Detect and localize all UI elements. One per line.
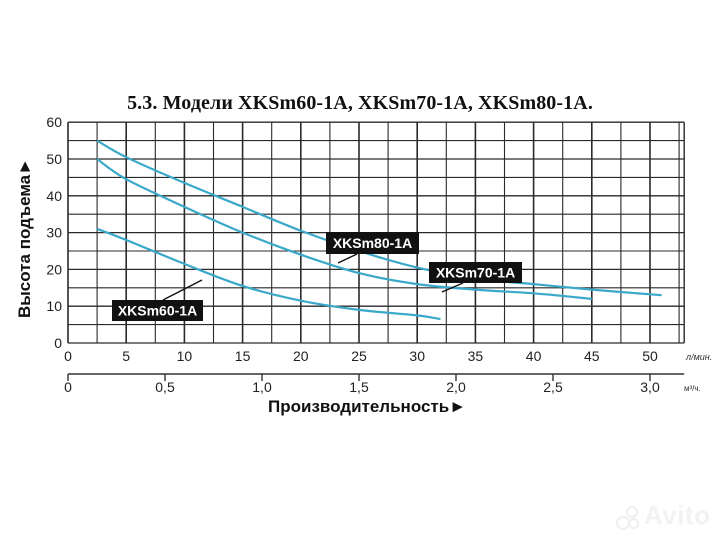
- x-tick-label: 50: [642, 348, 658, 364]
- pump-curves: [96, 139, 662, 321]
- curve-labels: XKSm80-1A XKSm70-1A XKSm60-1A: [112, 232, 522, 321]
- x-tick-label: 15: [235, 348, 251, 364]
- x-tick-label: 30: [409, 348, 425, 364]
- secondary-tick-label: 3,0: [640, 379, 660, 395]
- x-tick-label: 0: [64, 348, 72, 364]
- y-tick-label: 0: [54, 335, 62, 351]
- y-tick-label: 30: [46, 225, 62, 241]
- x-tick-labels: 0 5 10 15 20 25 30 35 40 45 50 л/мин.: [64, 348, 712, 364]
- x-unit-secondary: м³/ч.: [684, 384, 701, 393]
- y-tick-label: 40: [46, 188, 62, 204]
- x-tick-label: 35: [468, 348, 484, 364]
- callout-leader-line: [162, 279, 203, 301]
- callout-box: [112, 300, 203, 321]
- x-tick-label: 25: [351, 348, 367, 364]
- x-tick-label: 45: [584, 348, 600, 364]
- curve-xksm70-1a: [96, 158, 592, 300]
- x-tick-label: 40: [526, 348, 542, 364]
- x-tick-label: 5: [122, 348, 130, 364]
- x-unit-primary: л/мин.: [685, 352, 712, 362]
- curve-xksm60-1a: [96, 227, 441, 321]
- callout-leader-line: [337, 253, 358, 264]
- x-tick-label: 20: [293, 348, 309, 364]
- secondary-tick-label: 1,0: [252, 379, 272, 395]
- x-tick-label: 10: [177, 348, 193, 364]
- secondary-tick-label: 0,5: [155, 379, 175, 395]
- callout-box: [429, 262, 522, 283]
- avito-logo-icon: [616, 506, 640, 530]
- callout-leader-line: [441, 282, 464, 293]
- callout-label-xksm70: XKSm70-1A: [436, 265, 515, 281]
- y-tick-labels: 0 10 20 30 40 50 60: [46, 114, 62, 351]
- curve-xksm80-1a: [96, 139, 662, 297]
- secondary-tick-label: 2,0: [446, 379, 466, 395]
- x-axis-label: Производительность►: [268, 397, 467, 416]
- y-tick-label: 50: [46, 151, 62, 167]
- secondary-tick-label: 1,5: [349, 379, 369, 395]
- y-tick-label: 10: [46, 298, 62, 314]
- callout-label-xksm80: XKSm80-1A: [333, 235, 412, 251]
- callout-label-xksm60: XKSm60-1A: [118, 303, 197, 319]
- avito-watermark: Avito: [644, 500, 711, 530]
- y-tick-label: 60: [46, 114, 62, 130]
- chart-title: 5.3. Модели XKSm60-1A, XKSm70-1A, XKSm80…: [127, 92, 593, 114]
- callout-box: [326, 232, 419, 254]
- secondary-tick-label: 2,5: [543, 379, 563, 395]
- secondary-tick-label: 0: [64, 379, 72, 395]
- secondary-x-axis: 0 0,5 1,0 1,5 2,0 2,5 3,0 м³/ч.: [64, 373, 701, 395]
- y-tick-label: 20: [46, 261, 62, 277]
